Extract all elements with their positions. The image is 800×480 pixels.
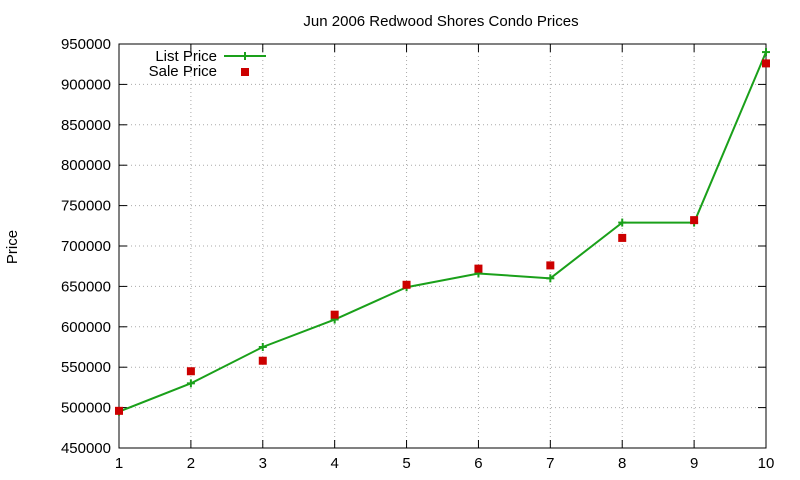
y-tick-label: 600000: [61, 319, 111, 336]
sale-price-point: [115, 406, 123, 415]
y-axis-ticks: 450000 500000 550000 600000 650000 700000 7500…: [61, 36, 766, 457]
sale-price-point: [330, 310, 339, 319]
y-tick-label: 500000: [61, 400, 111, 417]
x-tick-label: 2: [187, 455, 195, 472]
sale-price-point: [546, 261, 555, 270]
legend: List Price Sale Price: [149, 48, 266, 80]
y-tick-label: 450000: [61, 440, 111, 457]
y-tick-label: 750000: [61, 198, 111, 215]
list-price-point: [618, 218, 627, 227]
list-price-point: [762, 48, 770, 57]
list-price-point: [258, 343, 267, 351]
x-tick-label: 7: [546, 455, 554, 472]
y-tick-label: 700000: [61, 238, 111, 255]
x-tick-label: 8: [618, 455, 626, 472]
sale-price-point: [690, 216, 699, 225]
sale-price-point: [258, 356, 267, 365]
list-price-point: [546, 274, 555, 283]
x-axis-ticks: 1 2 3 4 5 6 7 8 9 10: [115, 44, 775, 472]
legend-marker-list-price: [241, 52, 249, 60]
series-list-price: [115, 48, 770, 416]
y-tick-label: 900000: [61, 76, 111, 93]
legend-marker-sale-price: [241, 68, 249, 76]
list-price-point: [186, 379, 195, 388]
y-tick-label: 950000: [61, 36, 111, 53]
x-tick-label: 6: [474, 455, 482, 472]
x-tick-label: 3: [259, 455, 267, 472]
y-tick-label: 550000: [61, 359, 111, 376]
x-tick-label: 5: [402, 455, 410, 472]
x-tick-label: 10: [758, 455, 775, 472]
grid-lines: [119, 44, 766, 448]
y-tick-label: 850000: [61, 117, 111, 134]
y-axis-label: Price: [4, 230, 21, 264]
sale-price-point: [762, 59, 770, 68]
sale-price-point: [186, 367, 195, 376]
plot-border: [118, 43, 767, 449]
sale-price-point: [402, 280, 411, 289]
list-price-line: [118, 51, 767, 413]
x-tick-label: 9: [690, 455, 698, 472]
series-sale-price: [115, 59, 770, 415]
chart-title: Jun 2006 Redwood Shores Condo Prices: [303, 13, 578, 30]
y-tick-label: 650000: [61, 278, 111, 295]
sale-price-point: [474, 264, 483, 273]
x-tick-label: 1: [115, 455, 123, 472]
legend-label-list-price: List Price: [155, 48, 217, 65]
y-tick-label: 800000: [61, 157, 111, 174]
legend-label-sale-price: Sale Price: [149, 63, 217, 80]
sale-price-point: [618, 233, 627, 242]
x-tick-label: 4: [330, 455, 338, 472]
